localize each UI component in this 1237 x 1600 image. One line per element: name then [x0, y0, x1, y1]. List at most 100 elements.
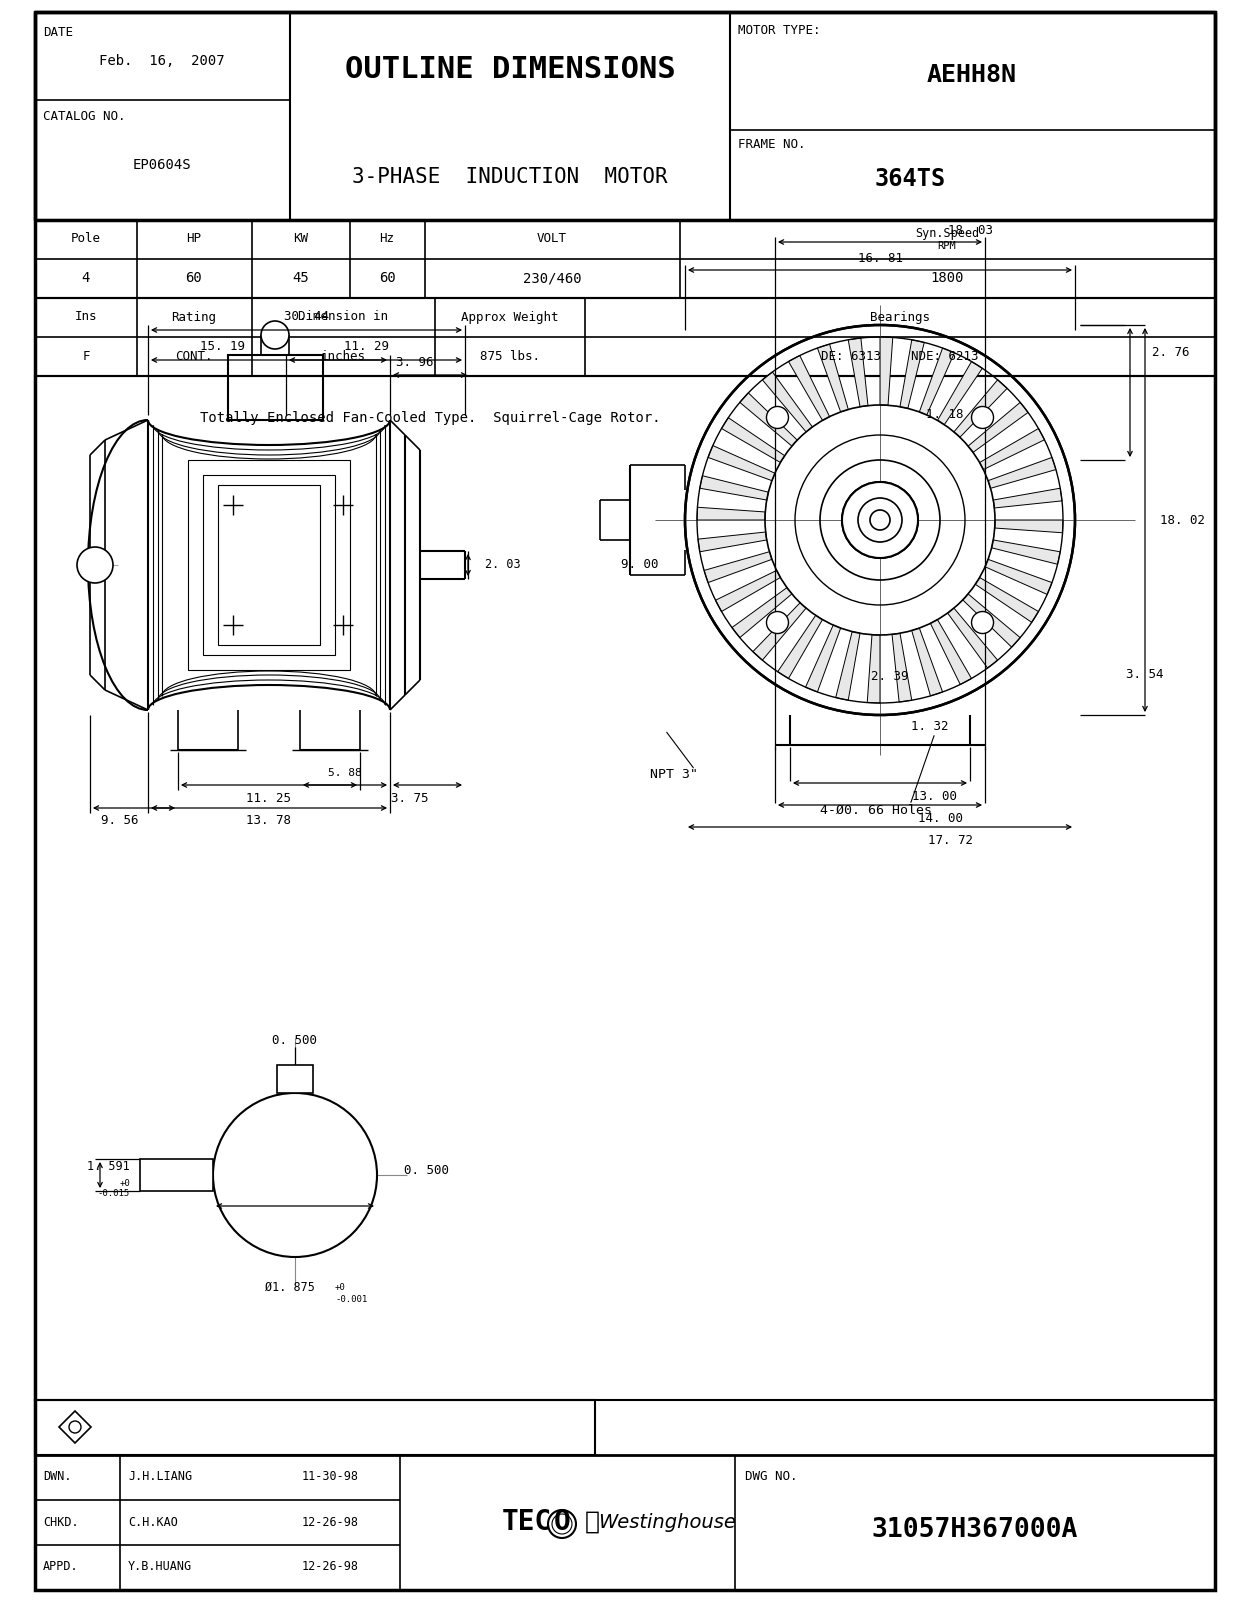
- Polygon shape: [708, 445, 774, 480]
- Text: 5. 88: 5. 88: [328, 768, 362, 778]
- Text: Pole: Pole: [71, 232, 101, 245]
- Polygon shape: [880, 338, 893, 405]
- Text: DWN.: DWN.: [43, 1470, 72, 1483]
- Text: 12-26-98: 12-26-98: [302, 1515, 359, 1528]
- Text: NPT 3": NPT 3": [649, 768, 698, 781]
- Polygon shape: [985, 560, 1051, 595]
- Polygon shape: [818, 344, 849, 411]
- Text: Bearings: Bearings: [870, 310, 930, 323]
- Text: 60: 60: [379, 270, 396, 285]
- Polygon shape: [988, 458, 1056, 488]
- Circle shape: [77, 547, 113, 582]
- Bar: [140, 1158, 213, 1190]
- Text: APPD.: APPD.: [43, 1560, 79, 1573]
- Text: Ø1. 875: Ø1. 875: [265, 1280, 315, 1293]
- Text: Feb.  16,  2007: Feb. 16, 2007: [99, 54, 225, 67]
- Text: Y.B.HUANG: Y.B.HUANG: [127, 1560, 192, 1573]
- Circle shape: [767, 406, 788, 429]
- Text: 15. 19: 15. 19: [200, 341, 245, 354]
- Text: Dimension in: Dimension in: [298, 310, 388, 323]
- Text: C.H.KAO: C.H.KAO: [127, 1515, 178, 1528]
- Text: 11-30-98: 11-30-98: [302, 1470, 359, 1483]
- Polygon shape: [704, 552, 772, 582]
- Text: Rating: Rating: [172, 310, 216, 323]
- Text: 364TS: 364TS: [875, 166, 945, 190]
- Polygon shape: [698, 533, 767, 552]
- Polygon shape: [805, 626, 841, 691]
- Text: -0.001: -0.001: [335, 1294, 367, 1304]
- Text: Westinghouse: Westinghouse: [597, 1512, 736, 1531]
- Text: 31057H367000A: 31057H367000A: [872, 1517, 1079, 1542]
- Text: F: F: [82, 349, 90, 363]
- Polygon shape: [919, 349, 955, 414]
- Text: 12-26-98: 12-26-98: [302, 1560, 359, 1573]
- Text: Hz: Hz: [380, 232, 395, 245]
- Polygon shape: [732, 587, 792, 638]
- Text: CONT.: CONT.: [176, 349, 213, 363]
- Circle shape: [767, 611, 788, 634]
- Text: CATALOG NO.: CATALOG NO.: [43, 110, 125, 123]
- Text: EP0604S: EP0604S: [132, 158, 192, 171]
- Polygon shape: [954, 379, 1007, 437]
- Text: FRAME NO.: FRAME NO.: [738, 138, 805, 150]
- Text: 9. 00: 9. 00: [621, 558, 659, 571]
- Polygon shape: [901, 339, 924, 408]
- Text: 60: 60: [186, 270, 203, 285]
- Text: 0. 500: 0. 500: [272, 1034, 318, 1046]
- Text: 2. 03: 2. 03: [485, 557, 521, 571]
- Text: 1. 18: 1. 18: [927, 408, 964, 421]
- Text: 3. 96: 3. 96: [396, 357, 434, 370]
- Text: J.H.LIANG: J.H.LIANG: [127, 1470, 192, 1483]
- Text: VOLT: VOLT: [537, 232, 567, 245]
- Text: 3. 75: 3. 75: [391, 792, 429, 805]
- Text: 4-Ø0. 66 Holes: 4-Ø0. 66 Holes: [820, 803, 931, 816]
- Circle shape: [971, 406, 993, 429]
- Bar: [277, 1066, 313, 1093]
- Text: CHKD.: CHKD.: [43, 1515, 79, 1528]
- Polygon shape: [975, 578, 1039, 622]
- Text: 13. 00: 13. 00: [913, 789, 957, 803]
- Text: TEC: TEC: [502, 1507, 552, 1536]
- Text: 2. 39: 2. 39: [871, 670, 909, 683]
- Text: Ins: Ins: [74, 310, 98, 323]
- Text: 18. 02: 18. 02: [1160, 514, 1205, 526]
- Polygon shape: [995, 520, 1063, 533]
- Text: HP: HP: [187, 232, 202, 245]
- Bar: [35, 376, 1215, 1400]
- Polygon shape: [980, 429, 1044, 469]
- Text: 3-PHASE  INDUCTION  MOTOR: 3-PHASE INDUCTION MOTOR: [353, 166, 668, 187]
- Text: 17. 72: 17. 72: [928, 834, 972, 846]
- Bar: [35, 1454, 1215, 1590]
- Circle shape: [971, 611, 993, 634]
- Text: 4: 4: [82, 270, 90, 285]
- Text: 1800: 1800: [930, 270, 964, 285]
- Polygon shape: [867, 635, 880, 702]
- Polygon shape: [962, 594, 1021, 646]
- Text: 14. 00: 14. 00: [918, 811, 962, 824]
- Text: 11. 25: 11. 25: [246, 792, 292, 805]
- Polygon shape: [762, 371, 813, 432]
- Polygon shape: [849, 338, 868, 406]
- Text: 2. 76: 2. 76: [1152, 347, 1190, 360]
- Polygon shape: [700, 475, 768, 501]
- Text: KW: KW: [293, 232, 308, 245]
- Polygon shape: [740, 394, 798, 446]
- Bar: [228, 355, 323, 419]
- Text: 1. 591: 1. 591: [88, 1160, 130, 1173]
- Circle shape: [842, 482, 918, 558]
- Polygon shape: [938, 362, 982, 424]
- Text: -0.015: -0.015: [98, 1189, 130, 1197]
- Text: inches: inches: [320, 349, 365, 363]
- Polygon shape: [753, 603, 807, 661]
- Text: 13. 78: 13. 78: [246, 814, 292, 827]
- Text: +0: +0: [335, 1283, 346, 1291]
- Polygon shape: [993, 488, 1063, 507]
- Polygon shape: [778, 616, 823, 678]
- Polygon shape: [992, 539, 1060, 565]
- Text: 30. 44: 30. 44: [283, 310, 329, 323]
- Text: 0. 500: 0. 500: [404, 1163, 449, 1176]
- Text: RPM: RPM: [938, 242, 956, 251]
- Polygon shape: [59, 1411, 92, 1443]
- Bar: [188, 461, 350, 670]
- Text: DATE: DATE: [43, 26, 73, 38]
